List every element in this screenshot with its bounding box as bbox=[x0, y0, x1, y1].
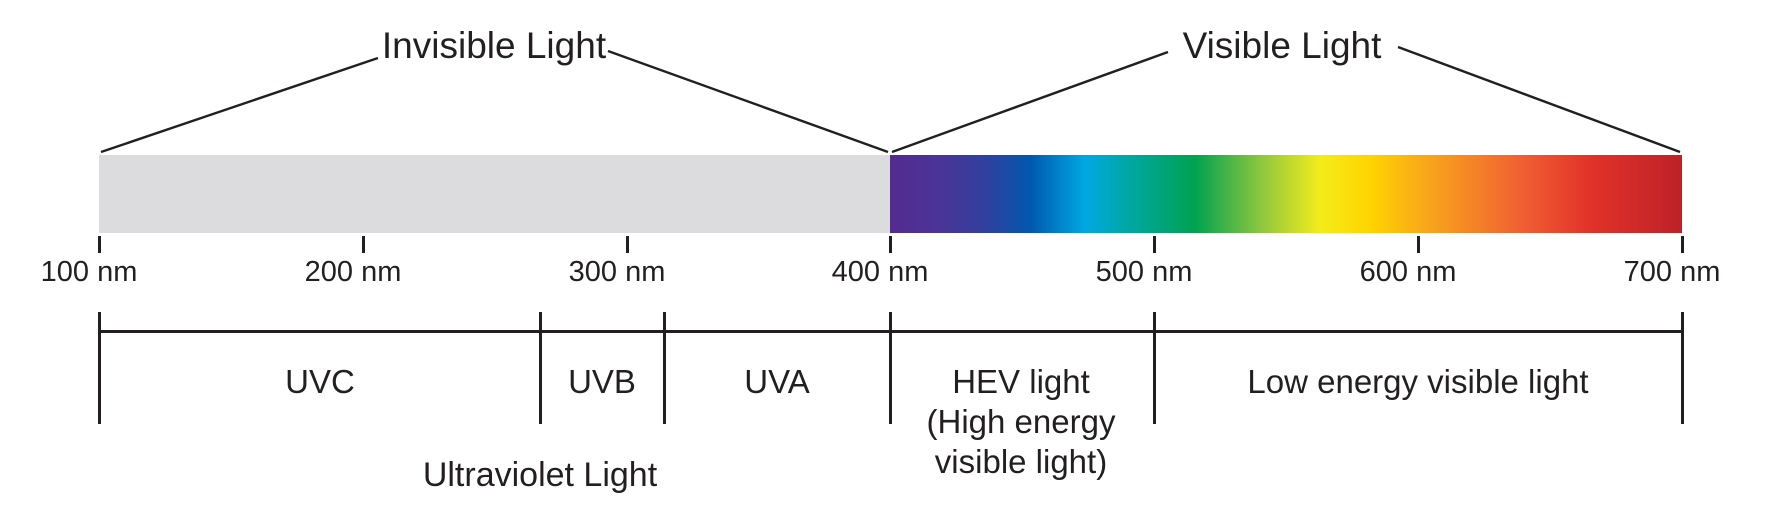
leader-line-visible-left bbox=[891, 50, 1169, 154]
band-label-hev: HEV light (High energy visible light) bbox=[927, 362, 1116, 482]
tick-600nm bbox=[1417, 236, 1420, 253]
tick-label-500nm: 500 nm bbox=[1095, 256, 1193, 288]
tick-400nm bbox=[889, 236, 892, 253]
tick-label-200nm: 200 nm bbox=[304, 256, 402, 288]
band-label-uva: UVA bbox=[744, 363, 810, 400]
tick-500nm bbox=[1153, 236, 1156, 253]
band-divider-700nm bbox=[1681, 312, 1684, 424]
band-divider-uvb-uva bbox=[663, 312, 666, 424]
invisible-light-label: Invisible Light bbox=[381, 25, 607, 66]
band-label-low-energy: Low energy visible light bbox=[1247, 363, 1589, 400]
band-label-hev-line2: (High energy bbox=[926, 403, 1116, 440]
leader-line-visible-right bbox=[1397, 45, 1681, 154]
leader-line-invisible-left bbox=[100, 56, 379, 154]
band-label-hev-line3: visible light) bbox=[934, 443, 1108, 480]
tick-100nm bbox=[98, 236, 101, 253]
tick-label-600nm: 600 nm bbox=[1359, 256, 1457, 288]
leader-line-invisible-right bbox=[607, 49, 889, 154]
tick-700nm bbox=[1681, 236, 1684, 253]
band-label-uvc: UVC bbox=[285, 363, 355, 400]
spectrum-bar bbox=[99, 155, 1682, 233]
visible-spectrum-gradient bbox=[890, 155, 1682, 233]
band-label-hev-line1: HEV light bbox=[952, 363, 1090, 400]
tick-label-400nm: 400 nm bbox=[831, 256, 929, 288]
band-label-uvb: UVB bbox=[568, 363, 636, 400]
tick-200nm bbox=[362, 236, 365, 253]
ultraviolet-light-label: Ultraviolet Light bbox=[422, 456, 658, 494]
band-divider-100nm bbox=[98, 312, 101, 424]
band-divider-500nm bbox=[1153, 312, 1156, 424]
band-divider-uvc-uvb bbox=[539, 312, 542, 424]
visible-light-label: Visible Light bbox=[1182, 25, 1382, 66]
tick-label-100nm: 100 nm bbox=[40, 256, 138, 288]
band-divider-400nm bbox=[889, 312, 892, 424]
tick-label-300nm: 300 nm bbox=[568, 256, 666, 288]
invisible-spectrum-gray bbox=[99, 155, 890, 233]
tick-300nm bbox=[626, 236, 629, 253]
tick-label-700nm: 700 nm bbox=[1623, 256, 1721, 288]
